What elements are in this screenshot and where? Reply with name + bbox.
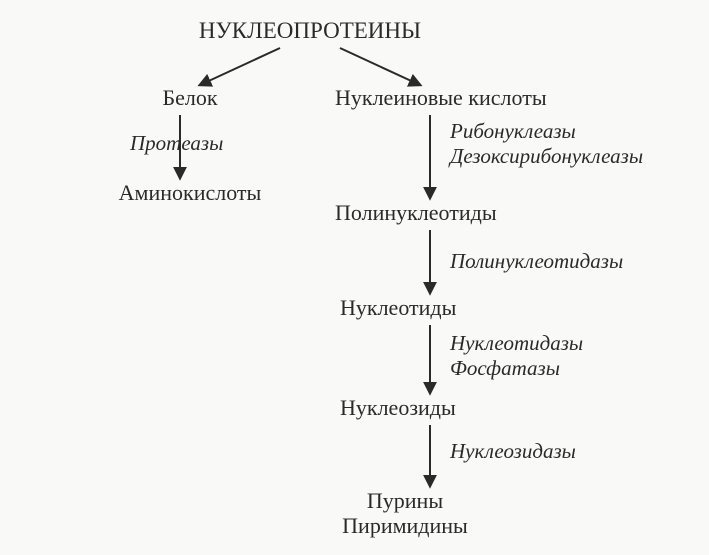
enzyme-phosphatases: Фосфатазы <box>450 356 560 380</box>
enzyme-nucleosidases: Нуклеозидазы <box>449 439 576 463</box>
node-pyrimidines: Пиримидины <box>342 513 468 538</box>
edges <box>180 48 430 486</box>
node-nucleotides: Нуклеотиды <box>340 295 457 320</box>
edge-root-protein <box>200 48 280 85</box>
node-nucleosides: Нуклеозиды <box>340 395 456 420</box>
enzyme-deoxyribonuc: Дезоксирибонуклеазы <box>448 144 643 168</box>
node-protein: Белок <box>162 85 217 110</box>
node-polynuc: Полинуклеотиды <box>335 200 497 225</box>
enzyme-nucleotidases: Нуклеотидазы <box>449 331 583 355</box>
enzyme-proteases: Протеазы <box>129 131 223 155</box>
node-root: НУКЛЕОПРОТЕИНЫ <box>199 18 421 43</box>
node-purines: Пурины <box>367 488 443 513</box>
diagram-canvas: НУКЛЕОПРОТЕИНЫ Белок Нуклеиновые кислоты… <box>0 0 709 555</box>
edge-root-nucleic <box>340 48 420 85</box>
node-amino: Аминокислоты <box>119 180 262 205</box>
node-nucleic: Нуклеиновые кислоты <box>335 85 547 110</box>
enzyme-polynucases: Полинуклеотидазы <box>449 249 623 273</box>
enzyme-ribonuc: Рибонуклеазы <box>449 119 576 143</box>
